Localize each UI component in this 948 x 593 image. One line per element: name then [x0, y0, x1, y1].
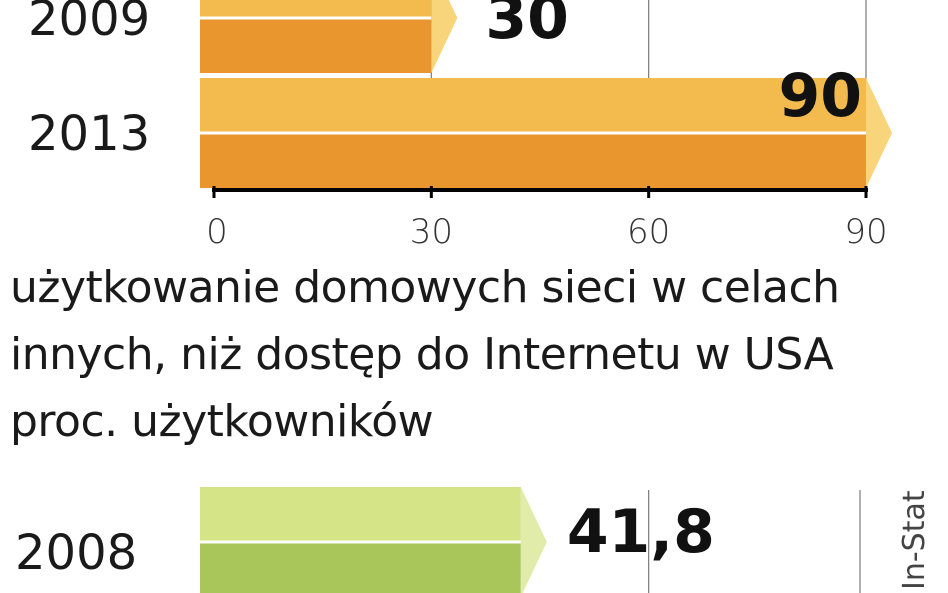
chart-top: 2009 30 2013 90 0 30 60 90 [28, 0, 892, 252]
tick-label-0: 0 [206, 212, 228, 252]
chart-title-line-3: proc. użytkowników [10, 396, 434, 447]
bar-2013-tip [866, 78, 892, 188]
value-label-2008: 41,8 [567, 497, 715, 567]
tick-label-60: 60 [627, 212, 670, 252]
bar-2008 [200, 487, 547, 593]
bar-2009 [200, 0, 458, 73]
bar-2008-bottom-face [200, 543, 521, 593]
bar-2008-top-face [200, 487, 521, 541]
category-label-2013: 2013 [28, 106, 150, 162]
bar-2013 [200, 78, 892, 188]
chart-title-line-1: użytkowanie domowych sieci w celach [10, 262, 840, 313]
bar-2009-top-face [200, 0, 432, 17]
bar-2013-bottom-face [200, 134, 866, 188]
chart-title-line-2: innych, niż dostęp do Internetu w USA [10, 329, 834, 380]
bar-2013-top-face [200, 78, 866, 132]
value-label-2009: 30 [485, 0, 569, 53]
source-label: In-Stat [897, 490, 932, 590]
value-label-2013: 90 [779, 61, 863, 131]
bar-2009-tip [431, 0, 458, 73]
category-label-2009: 2009 [28, 0, 150, 47]
bar-2009-bottom-face [200, 19, 432, 73]
tick-label-90: 90 [844, 212, 887, 252]
chart-bottom: 2008 41,8 [15, 487, 861, 593]
category-label-2008: 2008 [15, 525, 137, 581]
bar-2008-tip [520, 487, 547, 593]
tick-label-30: 30 [410, 212, 453, 252]
